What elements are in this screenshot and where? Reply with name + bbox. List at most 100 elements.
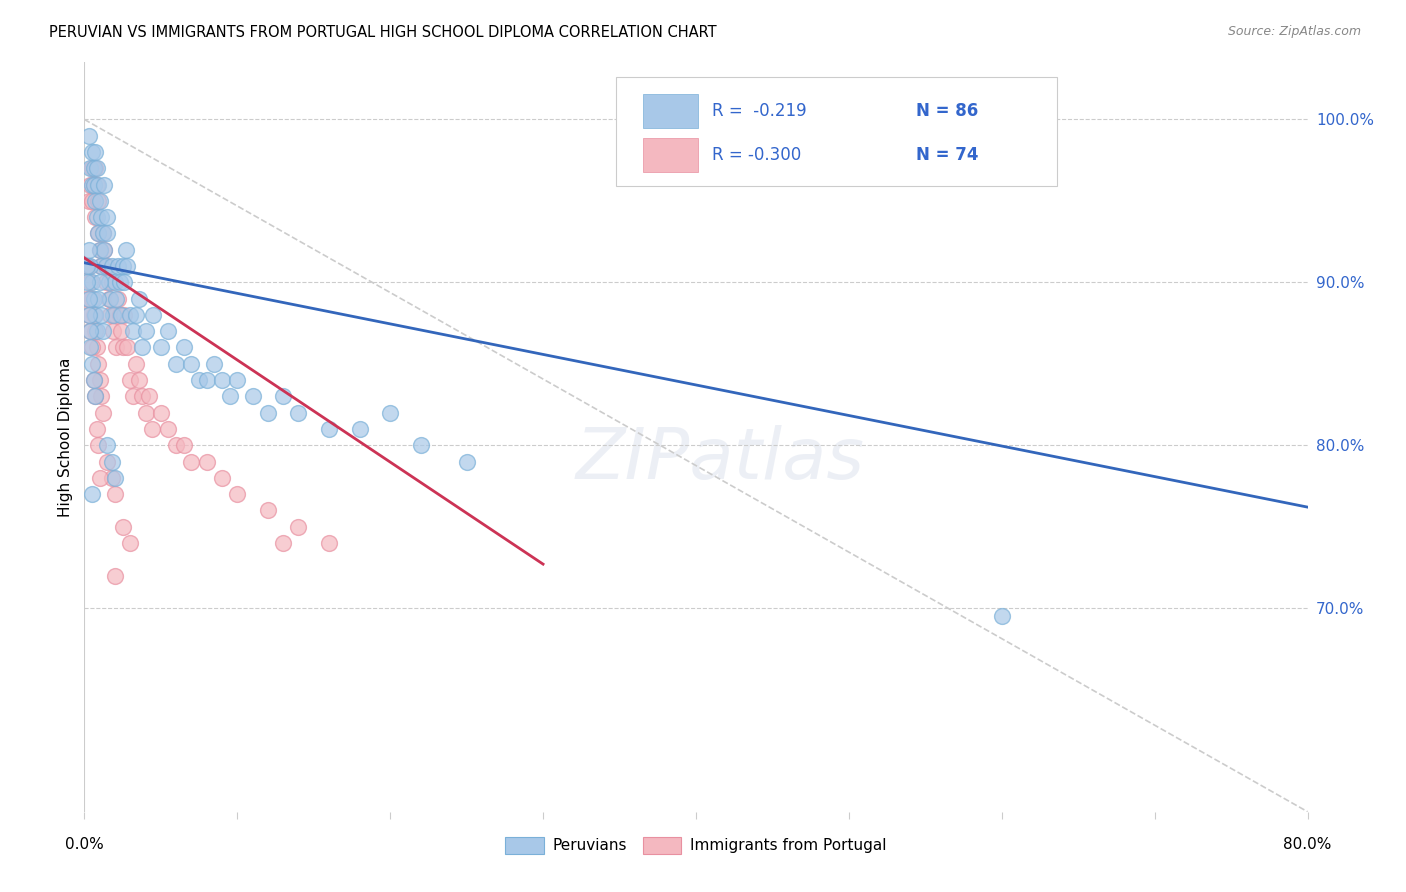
Point bbox=[257, 503, 280, 517]
Point bbox=[79, 178, 101, 192]
Point bbox=[105, 341, 128, 355]
Text: N = 74: N = 74 bbox=[917, 146, 979, 164]
Point bbox=[87, 227, 110, 241]
Point bbox=[87, 292, 110, 306]
Point bbox=[318, 536, 340, 550]
Point bbox=[165, 357, 187, 371]
Point bbox=[131, 341, 153, 355]
Point bbox=[180, 357, 202, 371]
Text: R =  -0.219: R = -0.219 bbox=[711, 103, 807, 120]
Point bbox=[115, 259, 138, 273]
Point bbox=[110, 324, 132, 338]
Point bbox=[83, 373, 105, 387]
Point bbox=[76, 292, 98, 306]
Point bbox=[271, 389, 294, 403]
Point bbox=[195, 373, 218, 387]
Point bbox=[141, 422, 163, 436]
Point bbox=[90, 259, 112, 273]
Point bbox=[79, 276, 101, 290]
Point bbox=[86, 341, 108, 355]
Point bbox=[456, 454, 478, 468]
Point bbox=[104, 308, 127, 322]
Point bbox=[84, 308, 107, 322]
Point bbox=[80, 357, 103, 371]
Point bbox=[83, 178, 105, 192]
Point bbox=[111, 341, 134, 355]
Point bbox=[93, 243, 115, 257]
Point bbox=[128, 373, 150, 387]
Point bbox=[96, 259, 118, 273]
Point bbox=[122, 324, 145, 338]
Point bbox=[128, 292, 150, 306]
Point bbox=[79, 161, 101, 176]
Y-axis label: High School Diploma: High School Diploma bbox=[58, 358, 73, 516]
Point bbox=[79, 259, 101, 273]
Point bbox=[76, 276, 98, 290]
Point bbox=[83, 373, 105, 387]
Point bbox=[83, 178, 105, 192]
Text: ZIPatlas: ZIPatlas bbox=[576, 425, 865, 494]
Point bbox=[149, 341, 172, 355]
Point bbox=[103, 308, 125, 322]
Point bbox=[86, 324, 108, 338]
Point bbox=[242, 389, 264, 403]
Point bbox=[105, 292, 128, 306]
Point bbox=[90, 259, 112, 273]
Point bbox=[77, 243, 100, 257]
Point bbox=[149, 406, 172, 420]
Point bbox=[287, 406, 309, 420]
Point bbox=[90, 308, 112, 322]
Point bbox=[89, 243, 111, 257]
Point bbox=[91, 406, 114, 420]
Point bbox=[96, 438, 118, 452]
Text: 80.0%: 80.0% bbox=[1284, 837, 1331, 852]
Point bbox=[111, 519, 134, 533]
Point bbox=[89, 276, 111, 290]
Point bbox=[79, 341, 101, 355]
Point bbox=[84, 194, 107, 208]
Point bbox=[112, 276, 135, 290]
Point bbox=[77, 308, 100, 322]
Point bbox=[120, 536, 142, 550]
Point bbox=[991, 609, 1014, 624]
Point bbox=[157, 422, 180, 436]
Point bbox=[80, 292, 103, 306]
Point bbox=[84, 324, 107, 338]
Point bbox=[349, 422, 371, 436]
Point bbox=[91, 324, 114, 338]
Point bbox=[98, 308, 121, 322]
Point bbox=[380, 406, 402, 420]
Point bbox=[80, 341, 103, 355]
Point bbox=[83, 292, 105, 306]
Point bbox=[89, 471, 111, 485]
Point bbox=[104, 487, 127, 501]
Point bbox=[91, 227, 114, 241]
Point bbox=[77, 308, 100, 322]
Legend: Peruvians, Immigrants from Portugal: Peruvians, Immigrants from Portugal bbox=[499, 830, 893, 860]
Point bbox=[188, 373, 211, 387]
Point bbox=[87, 194, 110, 208]
Point bbox=[173, 341, 195, 355]
Point bbox=[84, 145, 107, 159]
Point bbox=[112, 308, 135, 322]
Text: N = 86: N = 86 bbox=[917, 103, 979, 120]
Point bbox=[80, 145, 103, 159]
FancyBboxPatch shape bbox=[644, 138, 699, 172]
Point bbox=[226, 373, 249, 387]
Point bbox=[80, 178, 103, 192]
Point bbox=[142, 308, 165, 322]
Point bbox=[101, 276, 124, 290]
Point bbox=[114, 243, 136, 257]
Point bbox=[76, 259, 98, 273]
Point bbox=[111, 259, 134, 273]
Point bbox=[135, 406, 157, 420]
Point bbox=[226, 487, 249, 501]
Point bbox=[122, 389, 145, 403]
Point bbox=[120, 373, 142, 387]
Point bbox=[96, 210, 118, 224]
Point bbox=[86, 178, 108, 192]
Point bbox=[271, 536, 294, 550]
Point bbox=[77, 259, 100, 273]
Point bbox=[211, 471, 233, 485]
Point bbox=[80, 161, 103, 176]
